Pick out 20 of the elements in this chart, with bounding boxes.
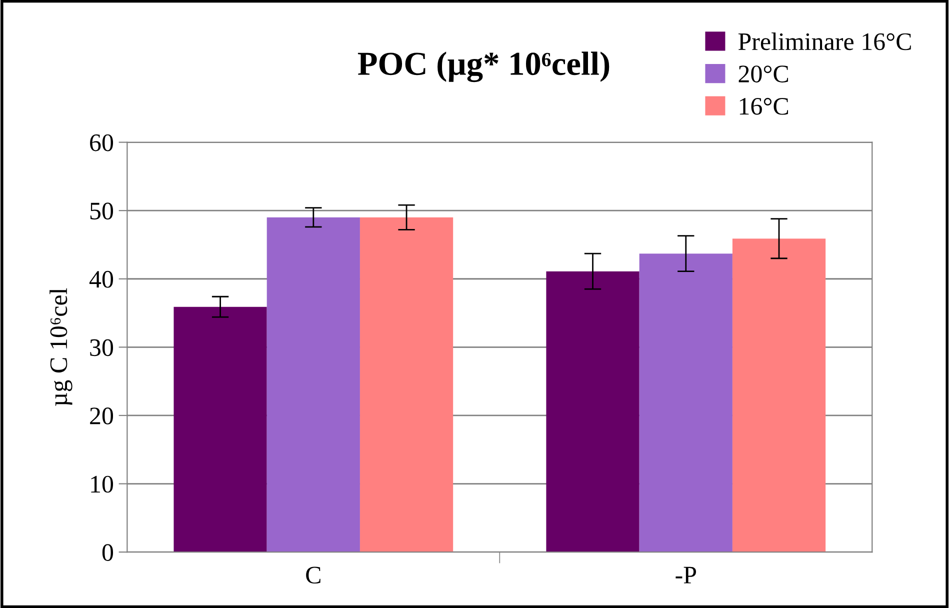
y-tick-label: 0 — [102, 544, 114, 561]
bar — [546, 271, 640, 552]
x-tick-label: C — [306, 566, 320, 584]
bar — [732, 238, 826, 552]
chart-title: POC (µg* 10⁶cell) — [358, 52, 610, 82]
bar — [639, 254, 732, 552]
bar — [266, 217, 360, 552]
legend-label: 16°C — [740, 98, 788, 115]
legend-label: Preliminare 16°C — [738, 32, 911, 50]
y-tick-label: 60 — [90, 134, 114, 152]
legend-label: 20°C — [738, 66, 788, 82]
bar — [360, 217, 454, 552]
y-tick-label: 20 — [90, 408, 114, 424]
y-tick-label: 10 — [91, 476, 114, 493]
x-tick-label: -P — [676, 566, 696, 584]
y-tick-label: 30 — [90, 339, 114, 356]
bar — [174, 306, 267, 552]
y-axis-title: µg C 10⁶cel — [50, 288, 72, 406]
y-tick-label: 50 — [90, 202, 114, 220]
y-tick-label: 40 — [89, 270, 114, 288]
